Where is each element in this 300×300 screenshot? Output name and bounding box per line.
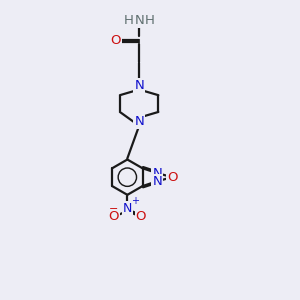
Text: N: N [134,115,144,128]
Text: N: N [134,79,144,92]
Text: H: H [124,14,134,27]
Text: H: H [145,14,155,27]
Text: N: N [152,175,162,188]
Text: N: N [134,14,144,27]
Text: O: O [167,171,177,184]
Text: N: N [152,167,162,180]
Text: O: O [110,34,121,46]
Text: N: N [123,202,132,215]
Text: −: − [109,204,118,214]
Text: +: + [131,196,140,206]
Text: O: O [109,210,119,223]
Text: O: O [136,210,146,223]
